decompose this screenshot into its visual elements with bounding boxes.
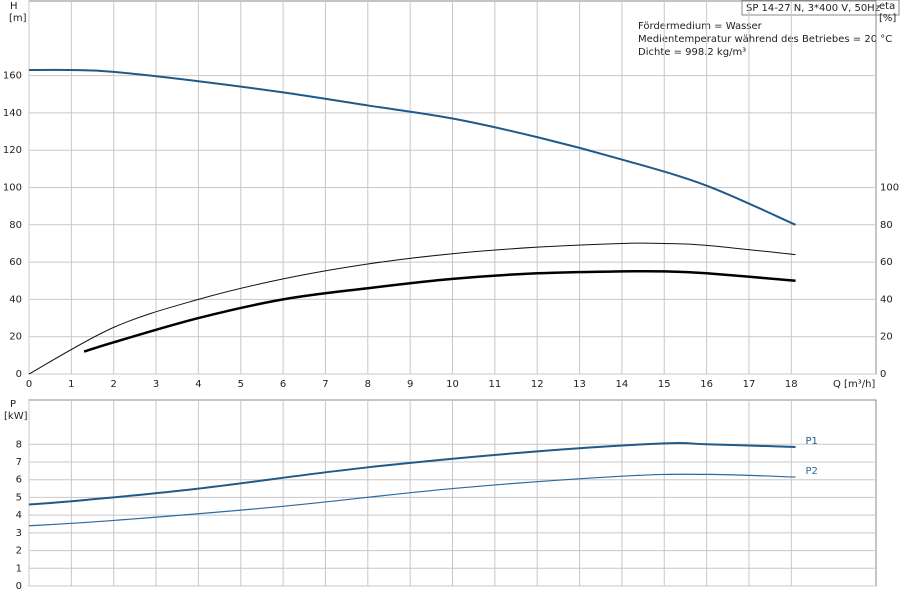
x-tick-label: 12 [531,379,544,390]
x-tick-label: 16 [700,379,713,390]
y-tick-label: 1 [16,563,22,574]
y-axis-unit: [kW] [4,411,28,422]
y-tick-label: 100 [3,183,22,194]
y2-tick-label: 40 [880,294,893,305]
series-label: P2 [806,466,818,477]
x-tick-label: 8 [365,379,371,390]
x-tick-label: 7 [322,379,328,390]
y-tick-label: 60 [9,257,22,268]
y2-tick-label: 60 [880,257,893,268]
y2-axis-unit: [%] [879,13,896,24]
y2-tick-label: 80 [880,220,893,231]
y-axis-unit: [m] [9,13,27,24]
y2-axis-label: eta [879,1,895,12]
y2-tick-label: 0 [880,369,886,380]
x-tick-label: 14 [616,379,629,390]
y-tick-label: 8 [16,439,22,450]
x-tick-label: 5 [238,379,244,390]
y2-tick-label: 20 [880,332,893,343]
x-tick-label: 0 [26,379,32,390]
y2-tick-label: 100 [880,183,899,194]
y-tick-label: 5 [16,492,22,503]
x-tick-label: 11 [488,379,501,390]
y-tick-label: 4 [16,510,22,521]
annotation: Dichte = 998.2 kg/m³ [638,47,746,58]
x-axis-label: Q [m³/h] [833,379,875,390]
line-series [28,68,796,226]
x-tick-label: 17 [743,379,756,390]
annotation: Medientemperatur während des Betriebes =… [638,34,892,45]
annotation: Fördermedium = Wasser [638,21,763,32]
y-tick-label: 160 [3,71,22,82]
x-tick-label: 10 [446,379,459,390]
y-tick-label: 40 [9,294,22,305]
y-tick-label: 0 [16,369,22,380]
x-tick-label: 15 [658,379,671,390]
series-label: P1 [806,436,818,447]
line-series [83,269,796,353]
x-tick-label: 6 [280,379,286,390]
x-tick-label: 18 [785,379,798,390]
line-series [28,242,796,375]
x-tick-label: 9 [407,379,413,390]
y-tick-label: 20 [9,332,22,343]
y-tick-label: 0 [16,581,22,592]
y-tick-label: 140 [3,108,22,119]
x-tick-label: 2 [111,379,117,390]
x-tick-label: 3 [153,379,159,390]
line-series [28,473,796,527]
title-box [741,0,900,16]
x-tick-label: 13 [573,379,586,390]
y-tick-label: 7 [16,457,22,468]
y-tick-label: 80 [9,220,22,231]
chart-title: SP 14-27 N, 3*400 V, 50Hz [746,3,880,14]
y-axis-label: P [10,399,16,410]
y-tick-label: 2 [16,546,22,557]
line-series [28,441,796,506]
y-tick-label: 3 [16,528,22,539]
y-axis-label: H [10,1,18,12]
x-tick-label: 4 [195,379,201,390]
x-tick-label: 1 [68,379,74,390]
y-tick-label: 6 [16,475,22,486]
y-tick-label: 120 [3,145,22,156]
